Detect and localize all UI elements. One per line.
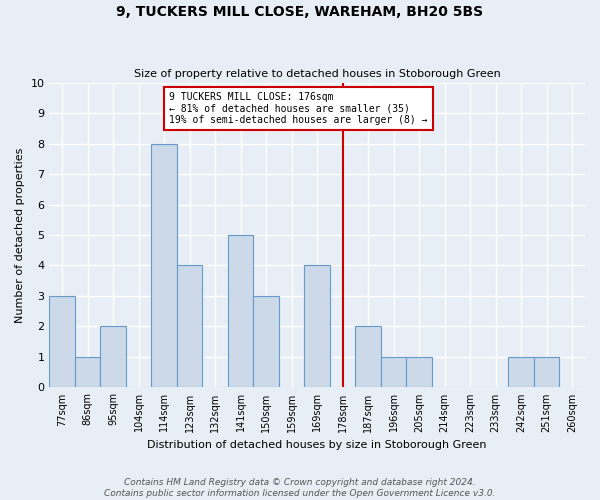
Bar	[100, 326, 126, 388]
Bar	[508, 357, 534, 388]
Bar	[151, 144, 177, 388]
Bar	[75, 357, 100, 388]
Text: 9 TUCKERS MILL CLOSE: 176sqm
← 81% of detached houses are smaller (35)
19% of se: 9 TUCKERS MILL CLOSE: 176sqm ← 81% of de…	[169, 92, 428, 125]
Bar	[253, 296, 279, 388]
Text: 9, TUCKERS MILL CLOSE, WAREHAM, BH20 5BS: 9, TUCKERS MILL CLOSE, WAREHAM, BH20 5BS	[116, 5, 484, 19]
Bar	[304, 266, 330, 388]
Title: Size of property relative to detached houses in Stoborough Green: Size of property relative to detached ho…	[134, 69, 500, 79]
Bar	[177, 266, 202, 388]
Bar	[381, 357, 406, 388]
Bar	[406, 357, 432, 388]
Text: Contains HM Land Registry data © Crown copyright and database right 2024.
Contai: Contains HM Land Registry data © Crown c…	[104, 478, 496, 498]
Bar	[534, 357, 559, 388]
Bar	[355, 326, 381, 388]
Bar	[228, 235, 253, 388]
Y-axis label: Number of detached properties: Number of detached properties	[15, 148, 25, 322]
Bar	[49, 296, 75, 388]
X-axis label: Distribution of detached houses by size in Stoborough Green: Distribution of detached houses by size …	[148, 440, 487, 450]
